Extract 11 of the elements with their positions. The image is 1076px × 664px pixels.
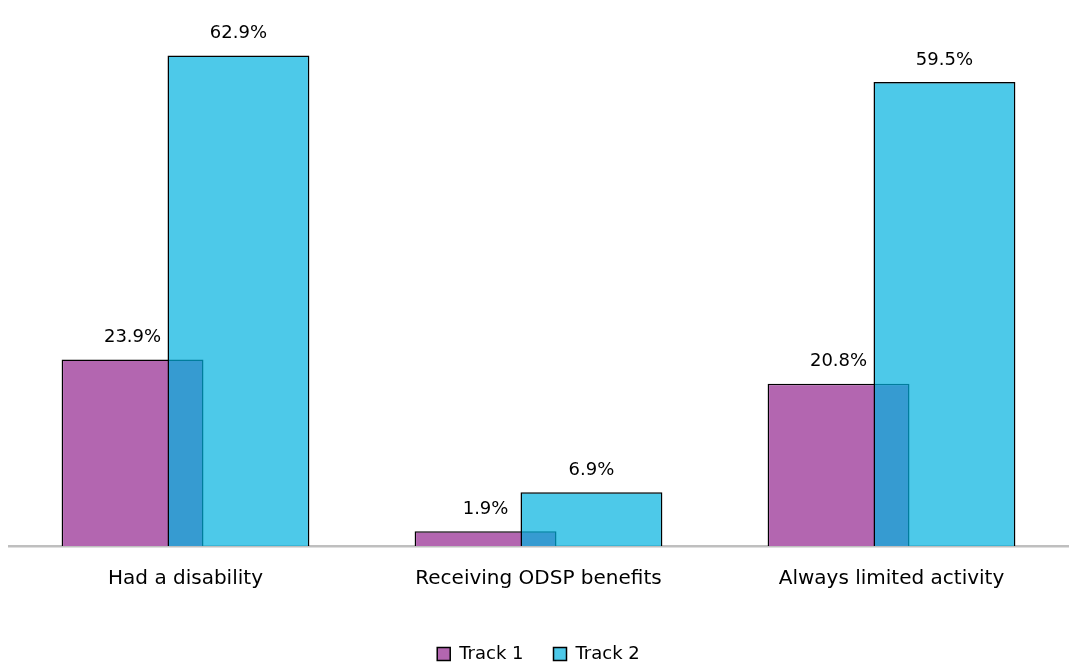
data-label: 23.9% <box>103 325 162 347</box>
x-tick-label: Receiving ODSP benefits <box>415 565 662 590</box>
data-label: 6.9% <box>568 457 615 479</box>
data-label: 62.9% <box>209 21 268 43</box>
legend-label: Track 1 <box>458 641 524 663</box>
data-label: 59.5% <box>915 47 974 69</box>
x-tick-label: Had a disability <box>108 565 264 590</box>
data-label: 1.9% <box>462 496 509 518</box>
data-label: 20.8% <box>809 349 868 371</box>
legend-label: Track 2 <box>574 641 640 663</box>
x-tick-label: Always limited activity <box>778 565 1005 590</box>
